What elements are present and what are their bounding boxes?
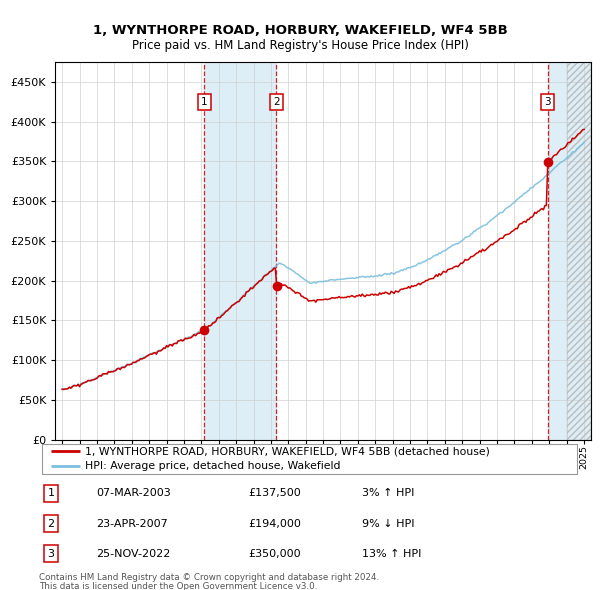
Text: 9% ↓ HPI: 9% ↓ HPI bbox=[362, 519, 415, 529]
Text: 3: 3 bbox=[544, 97, 551, 107]
Text: 1: 1 bbox=[47, 489, 55, 499]
Bar bbox=[548, 62, 591, 440]
Text: Price paid vs. HM Land Registry's House Price Index (HPI): Price paid vs. HM Land Registry's House … bbox=[131, 39, 469, 52]
Bar bbox=[566, 62, 591, 440]
Text: 3% ↑ HPI: 3% ↑ HPI bbox=[362, 489, 415, 499]
Text: 2: 2 bbox=[47, 519, 55, 529]
Text: 2: 2 bbox=[273, 97, 280, 107]
Text: £194,000: £194,000 bbox=[248, 519, 301, 529]
Text: 23-APR-2007: 23-APR-2007 bbox=[96, 519, 168, 529]
Text: 07-MAR-2003: 07-MAR-2003 bbox=[96, 489, 171, 499]
Text: 3: 3 bbox=[47, 549, 55, 559]
Text: £137,500: £137,500 bbox=[248, 489, 301, 499]
Bar bbox=[205, 62, 277, 440]
Text: This data is licensed under the Open Government Licence v3.0.: This data is licensed under the Open Gov… bbox=[39, 582, 317, 590]
Text: 1, WYNTHORPE ROAD, HORBURY, WAKEFIELD, WF4 5BB (detached house): 1, WYNTHORPE ROAD, HORBURY, WAKEFIELD, W… bbox=[85, 446, 490, 456]
Text: 13% ↑ HPI: 13% ↑ HPI bbox=[362, 549, 421, 559]
Text: 25-NOV-2022: 25-NOV-2022 bbox=[96, 549, 170, 559]
Text: HPI: Average price, detached house, Wakefield: HPI: Average price, detached house, Wake… bbox=[85, 461, 341, 471]
Text: 1, WYNTHORPE ROAD, HORBURY, WAKEFIELD, WF4 5BB: 1, WYNTHORPE ROAD, HORBURY, WAKEFIELD, W… bbox=[92, 24, 508, 37]
Text: Contains HM Land Registry data © Crown copyright and database right 2024.: Contains HM Land Registry data © Crown c… bbox=[39, 573, 379, 582]
Text: £350,000: £350,000 bbox=[248, 549, 301, 559]
Text: 1: 1 bbox=[201, 97, 208, 107]
FancyBboxPatch shape bbox=[42, 444, 577, 474]
